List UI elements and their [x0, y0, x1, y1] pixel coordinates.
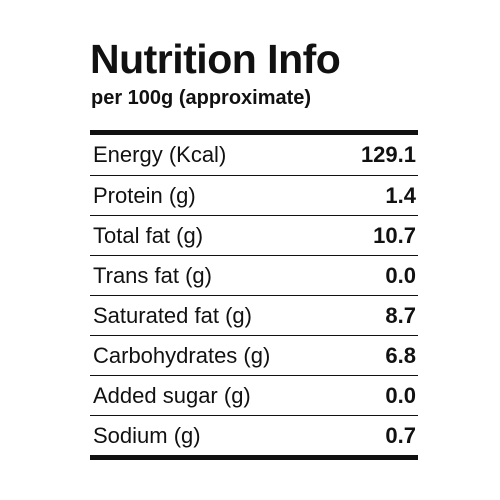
nutrition-table: Energy (Kcal) 129.1 Protein (g) 1.4 Total fa… — [90, 130, 418, 460]
table-row: Energy (Kcal) 129.1 — [90, 135, 418, 175]
nutrient-label: Added sugar (g) — [93, 382, 251, 408]
nutrient-value: 8.7 — [385, 302, 416, 328]
table-row: Added sugar (g) 0.0 — [90, 375, 418, 415]
nutrient-value: 0.7 — [385, 422, 416, 448]
nutrient-value: 0.0 — [385, 262, 416, 288]
nutrient-value: 6.8 — [385, 342, 416, 368]
nutrient-label: Carbohydrates (g) — [93, 342, 271, 368]
table-row: Trans fat (g) 0.0 — [90, 255, 418, 295]
nutrient-label: Saturated fat (g) — [93, 302, 252, 328]
nutrient-value: 1.4 — [385, 182, 416, 208]
nutrient-label: Energy (Kcal) — [93, 142, 227, 167]
table-row: Saturated fat (g) 8.7 — [90, 295, 418, 335]
nutrient-value: 0.0 — [385, 382, 416, 408]
nutrient-label: Sodium (g) — [93, 422, 201, 448]
table-row: Sodium (g) 0.7 — [90, 415, 418, 455]
title: Nutrition Info — [90, 36, 341, 82]
nutrient-label: Protein (g) — [93, 182, 196, 208]
table-row: Protein (g) 1.4 — [90, 175, 418, 215]
table-row: Total fat (g) 10.7 — [90, 215, 418, 255]
nutrient-label: Trans fat (g) — [93, 262, 212, 288]
table-row: Carbohydrates (g) 6.8 — [90, 335, 418, 375]
nutrient-value: 129.1 — [360, 142, 416, 167]
nutrient-value: 10.7 — [373, 222, 416, 248]
nutrient-label: Total fat (g) — [93, 222, 204, 248]
subtitle: per 100g (approximate) — [91, 87, 312, 109]
